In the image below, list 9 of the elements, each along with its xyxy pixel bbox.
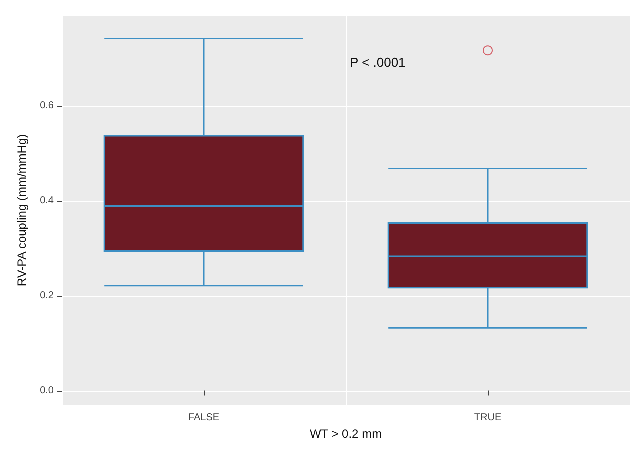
x-tick-label: FALSE xyxy=(188,412,220,424)
y-axis-title: RV-PA coupling (mm/mmHg) xyxy=(15,134,29,287)
x-tick-label: TRUE xyxy=(474,412,502,424)
y-tick-label: 0.6 xyxy=(40,100,54,112)
annotation: P < .0001 xyxy=(350,55,406,70)
y-tick-label: 0.0 xyxy=(40,385,54,396)
y-tick-label: 0.4 xyxy=(40,196,54,207)
y-tick-label: 0.2 xyxy=(40,290,54,302)
x-axis-title: WT > 0.2 mm xyxy=(310,426,382,441)
